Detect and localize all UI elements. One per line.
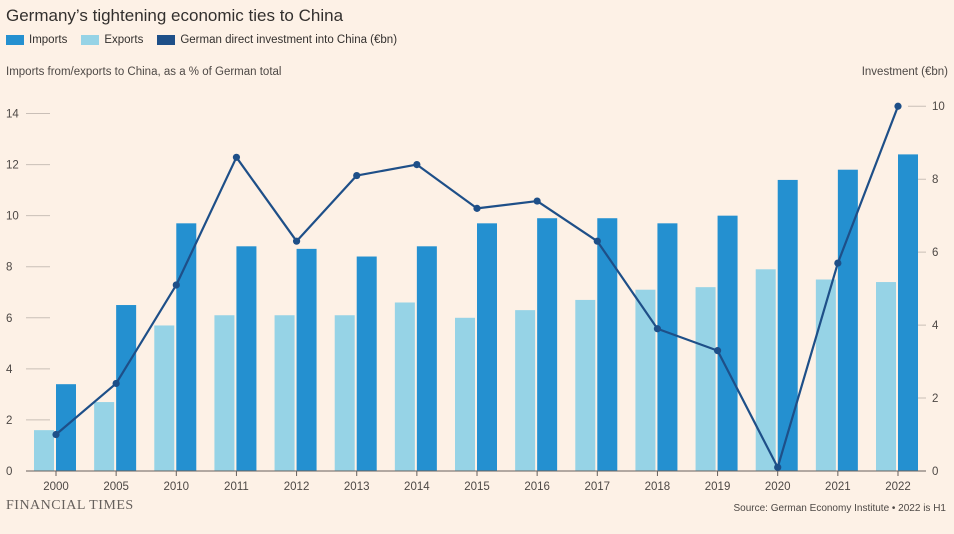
- investment-point: [653, 325, 662, 333]
- investment-point: [172, 281, 180, 289]
- bar-imports: [898, 154, 918, 472]
- left-axis-label: Imports from/exports to China, as a % of…: [6, 66, 282, 78]
- investment-point: [232, 153, 241, 161]
- right-tick-label: 10: [932, 101, 945, 113]
- x-tick-label: 2015: [464, 481, 490, 493]
- left-tick-label: 2: [6, 415, 12, 427]
- left-tick-label: 0: [6, 466, 12, 478]
- bar-imports: [597, 218, 618, 471]
- financial-times-logo: FINANCIAL TIMES: [6, 498, 134, 513]
- bar-exports: [635, 289, 656, 471]
- source-note: Source: German Economy Institute • 2022 …: [733, 503, 947, 514]
- investment-point: [834, 259, 842, 267]
- bar-imports: [176, 223, 197, 471]
- investment-point: [533, 197, 541, 205]
- investment-point: [473, 204, 481, 212]
- investment-point: [413, 161, 421, 169]
- left-tick-label: 10: [6, 211, 19, 223]
- left-tick-label: 12: [6, 160, 19, 172]
- bar-exports: [34, 430, 54, 471]
- right-tick-label: 0: [932, 466, 938, 478]
- bar-exports: [214, 315, 235, 471]
- bar-imports: [477, 223, 497, 471]
- bar-imports: [296, 248, 317, 471]
- bar-exports: [515, 310, 536, 471]
- investment-point: [774, 463, 782, 471]
- x-tick-label: 2005: [103, 481, 129, 493]
- right-axis-label: Investment (€bn): [861, 66, 948, 78]
- x-tick-label: 2017: [584, 481, 610, 493]
- investment-point: [894, 102, 902, 110]
- legend: Imports Exports German direct investment…: [6, 34, 397, 46]
- bar-exports: [274, 315, 295, 471]
- bar-exports: [695, 287, 716, 471]
- bar-imports: [236, 246, 257, 471]
- x-tick-label: 2013: [344, 481, 370, 493]
- bar-imports: [717, 215, 738, 471]
- right-tick-label: 4: [932, 320, 939, 332]
- bar-exports: [755, 269, 776, 471]
- investment-point: [52, 430, 60, 439]
- bar-exports: [815, 279, 836, 471]
- legend-swatch-investment: [157, 35, 176, 45]
- x-tick-label: 2018: [645, 481, 671, 493]
- bar-exports: [154, 325, 175, 471]
- legend-label-exports: Exports: [104, 34, 144, 46]
- legend-label-investment: German direct investment into China (€bn…: [180, 34, 398, 46]
- left-tick-label: 4: [6, 364, 13, 376]
- bar-imports: [416, 246, 437, 471]
- legend-swatch-imports: [6, 35, 24, 45]
- x-tick-label: 2014: [404, 481, 430, 493]
- bar-imports: [657, 223, 678, 471]
- investment-point: [713, 347, 722, 355]
- bar-imports: [116, 305, 137, 471]
- x-tick-label: 2016: [524, 481, 550, 493]
- bar-imports: [356, 256, 377, 471]
- x-tick-label: 2000: [43, 481, 69, 493]
- left-tick-label: 6: [6, 313, 12, 325]
- bar-exports: [575, 299, 596, 471]
- legend-item-investment: German direct investment into China (€bn…: [157, 34, 397, 46]
- bar-exports: [394, 302, 415, 471]
- investment-point: [112, 379, 120, 388]
- left-tick-label: 14: [6, 109, 19, 121]
- x-tick-label: 2020: [765, 481, 791, 493]
- x-tick-label: 2019: [705, 481, 731, 493]
- investment-point: [593, 237, 601, 245]
- right-tick-label: 6: [932, 247, 938, 259]
- investment-point: [292, 237, 301, 245]
- bar-exports: [94, 402, 115, 471]
- x-tick-label: 2021: [825, 481, 851, 493]
- right-tick-label: 2: [932, 393, 938, 405]
- investment-point: [353, 171, 361, 180]
- x-tick-label: 2022: [885, 481, 911, 493]
- bar-imports: [56, 384, 76, 471]
- bar-exports: [455, 317, 475, 471]
- legend-item-imports: Imports: [6, 34, 67, 46]
- x-tick-label: 2012: [284, 481, 310, 493]
- x-tick-label: 2010: [163, 481, 189, 493]
- bar-imports: [537, 218, 558, 471]
- x-tick-label: 2011: [224, 481, 249, 493]
- left-tick-label: 8: [6, 262, 12, 274]
- legend-item-exports: Exports: [81, 34, 143, 46]
- legend-swatch-exports: [81, 35, 100, 45]
- right-tick-label: 8: [932, 174, 938, 186]
- bar-imports: [837, 169, 858, 471]
- bar-exports: [334, 315, 355, 471]
- chart-title: Germany’s tightening economic ties to Ch…: [6, 6, 344, 25]
- legend-label-imports: Imports: [29, 34, 68, 46]
- bar-imports: [777, 179, 798, 472]
- bar-exports: [876, 282, 896, 471]
